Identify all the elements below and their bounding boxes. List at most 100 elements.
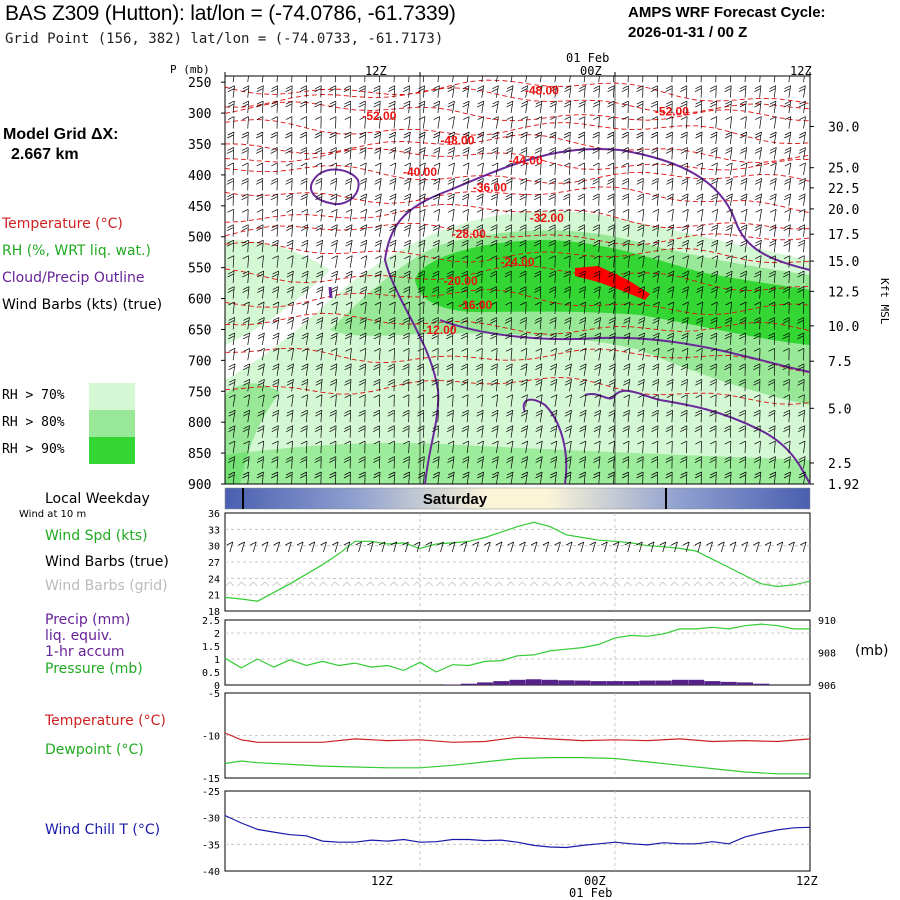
- wind-barb-staff: [744, 286, 747, 299]
- wind-barb-staff: [539, 76, 542, 83]
- wind-barb: [744, 76, 746, 83]
- model-grid-title: Model Grid ΔX:: [3, 126, 119, 143]
- pressure-axis-label: P (mb): [170, 63, 210, 76]
- wind-barb-feather: [270, 103, 278, 108]
- wind-barb: [637, 363, 645, 376]
- wind-barb: [768, 456, 776, 469]
- wind-barb-staff: [510, 147, 513, 160]
- wind-barb: [343, 425, 351, 438]
- wind-barb-staff: [744, 116, 747, 129]
- wind-barb-staff: [788, 193, 792, 206]
- wind-barb-feather: [300, 456, 307, 460]
- wind-barb-feather: [388, 456, 395, 460]
- wind-barb: [696, 162, 703, 175]
- wind-barb-staff: [773, 162, 777, 175]
- wind-barb: [769, 85, 777, 98]
- wind-barb-staff: [452, 471, 455, 484]
- surface-wind-barb-staff: [568, 541, 573, 553]
- wind-barb-staff: [554, 317, 557, 330]
- wind-barb-staff: [686, 240, 689, 253]
- wind-barb-feather: [652, 409, 659, 414]
- wind-barb-staff: [379, 317, 382, 330]
- wind-barb-staff: [379, 85, 381, 98]
- wind-barb-feather: [519, 208, 527, 213]
- wind-barb: [227, 255, 235, 268]
- wind-barb: [739, 348, 746, 361]
- wind-barb-feather: [285, 88, 292, 92]
- wind-barb: [768, 239, 777, 253]
- surface-wind-barb-feather: [636, 541, 643, 546]
- wind-barb-feather: [478, 70, 484, 73]
- wind-barb-feather: [433, 224, 440, 229]
- wind-barb-staff: [232, 425, 236, 438]
- wind-barb: [505, 193, 513, 206]
- wind-barb: [783, 100, 792, 114]
- wind-barb-feather: [753, 381, 760, 386]
- wind-barb: [372, 409, 381, 423]
- wind-barb-staff: [627, 240, 630, 253]
- wind-barb-feather: [768, 363, 775, 368]
- wind-barb: [491, 409, 499, 423]
- grid-wind-barb: [717, 581, 726, 587]
- wind-barb: [389, 208, 397, 222]
- wind-barb: [374, 224, 382, 237]
- surface-wind-barb-staff: [510, 541, 515, 553]
- wind-barb-feather: [404, 70, 410, 73]
- wind-barb-feather: [476, 255, 483, 259]
- wind-barb-staff: [613, 255, 616, 268]
- wind-barb-feather: [300, 471, 307, 476]
- wind-barb-feather: [724, 378, 731, 383]
- wind-barb-staff: [730, 271, 733, 284]
- wind-barb: [609, 394, 616, 407]
- wind-barb-feather: [403, 456, 410, 460]
- wind-barb-feather: [242, 320, 250, 324]
- wind-barb: [506, 100, 514, 114]
- wind-barb: [682, 255, 689, 268]
- wind-barb-feather: [402, 394, 410, 399]
- wind-barb-feather: [739, 471, 747, 476]
- wind-barb-feather: [360, 270, 367, 275]
- forecast-cycle-value: 2026-01-31 / 00 Z: [628, 24, 748, 41]
- wind-barb-feather: [285, 116, 293, 120]
- wind-barb: [462, 147, 470, 160]
- wind-barb-feather: [681, 70, 687, 73]
- wind-barb-feather: [753, 459, 761, 463]
- temperature-contour: [225, 79, 810, 105]
- wind-barb-feather: [242, 459, 249, 463]
- wind-barb-staff: [481, 348, 483, 361]
- wind-barb-feather: [403, 440, 410, 445]
- wind-barb-staff: [656, 162, 659, 175]
- wind-barb: [506, 394, 513, 407]
- wind-barb-feather: [782, 289, 790, 293]
- wind-barb-feather: [476, 412, 483, 417]
- wind-barb-feather: [521, 85, 528, 89]
- wind-barb-feather: [667, 286, 675, 290]
- wind-barb-feather: [740, 147, 747, 151]
- wind-barb-staff: [349, 240, 353, 253]
- grid-wind-barb: [623, 581, 632, 587]
- wind-barb: [316, 208, 323, 222]
- wind-barb-feather: [638, 286, 645, 290]
- wind-barb-feather: [227, 193, 234, 198]
- wind-barb-feather: [769, 255, 776, 259]
- wind-barb: [593, 270, 601, 284]
- wind-barb-staff: [466, 271, 469, 284]
- wind-barb-feather: [388, 440, 395, 445]
- wind-barb-feather: [402, 425, 410, 429]
- surface-wind-barb: [670, 541, 679, 587]
- grid-wind-barb: [272, 581, 281, 587]
- wind-barb: [389, 255, 397, 268]
- wind-barb: [476, 208, 484, 222]
- wind-barb: [373, 394, 381, 407]
- wind-barb-feather: [682, 255, 689, 259]
- wind-barb: [461, 394, 469, 407]
- wind-barb: [548, 239, 556, 253]
- wind-barb-feather: [549, 474, 557, 479]
- wind-barb: [286, 239, 294, 253]
- wind-barb: [403, 147, 411, 160]
- wind-barb-feather: [345, 178, 352, 182]
- wind-barb-feather: [768, 289, 775, 293]
- pressure-tick-label: 850: [188, 447, 211, 462]
- wind-barb-feather: [242, 224, 249, 229]
- wind-barb-feather: [330, 366, 337, 371]
